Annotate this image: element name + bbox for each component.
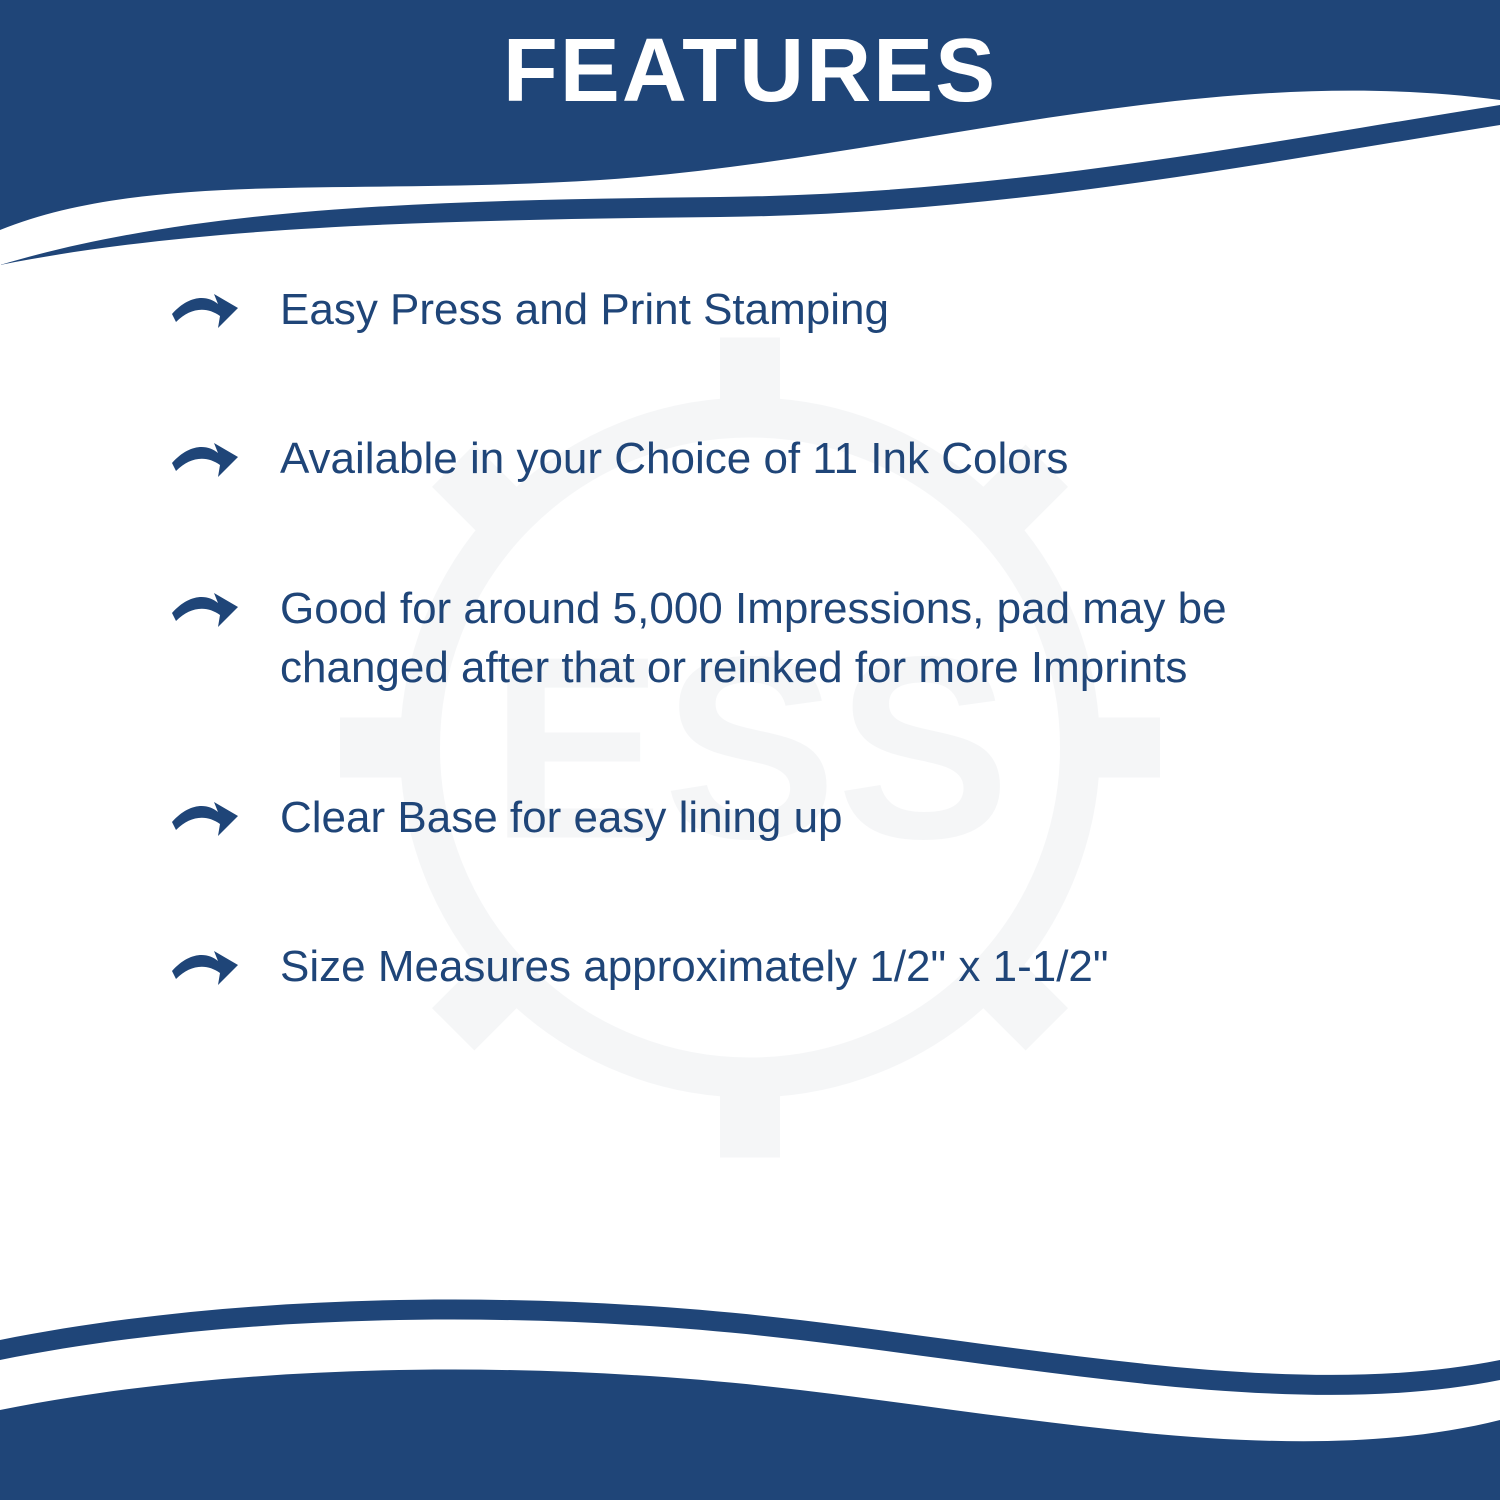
footer-band — [0, 1280, 1500, 1500]
infographic-container: ESS FEATURES Easy Press and Print Stampi… — [0, 0, 1500, 1500]
feature-item: Available in your Choice of 11 Ink Color… — [170, 429, 1380, 488]
feature-text: Easy Press and Print Stamping — [280, 280, 889, 339]
feature-text: Good for around 5,000 Impressions, pad m… — [280, 579, 1380, 698]
feature-text: Size Measures approximately 1/2" x 1-1/2… — [280, 937, 1109, 996]
features-list: Easy Press and Print Stamping Available … — [170, 280, 1380, 1086]
arrow-icon — [170, 792, 240, 842]
header-wave-gap — [0, 105, 1500, 265]
page-title: FEATURES — [0, 20, 1500, 123]
feature-item: Size Measures approximately 1/2" x 1-1/2… — [170, 937, 1380, 996]
arrow-icon — [170, 941, 240, 991]
arrow-icon — [170, 583, 240, 633]
feature-text: Available in your Choice of 11 Ink Color… — [280, 429, 1068, 488]
feature-item: Good for around 5,000 Impressions, pad m… — [170, 579, 1380, 698]
arrow-icon — [170, 433, 240, 483]
feature-item: Clear Base for easy lining up — [170, 788, 1380, 847]
arrow-icon — [170, 284, 240, 334]
feature-text: Clear Base for easy lining up — [280, 788, 843, 847]
feature-item: Easy Press and Print Stamping — [170, 280, 1380, 339]
